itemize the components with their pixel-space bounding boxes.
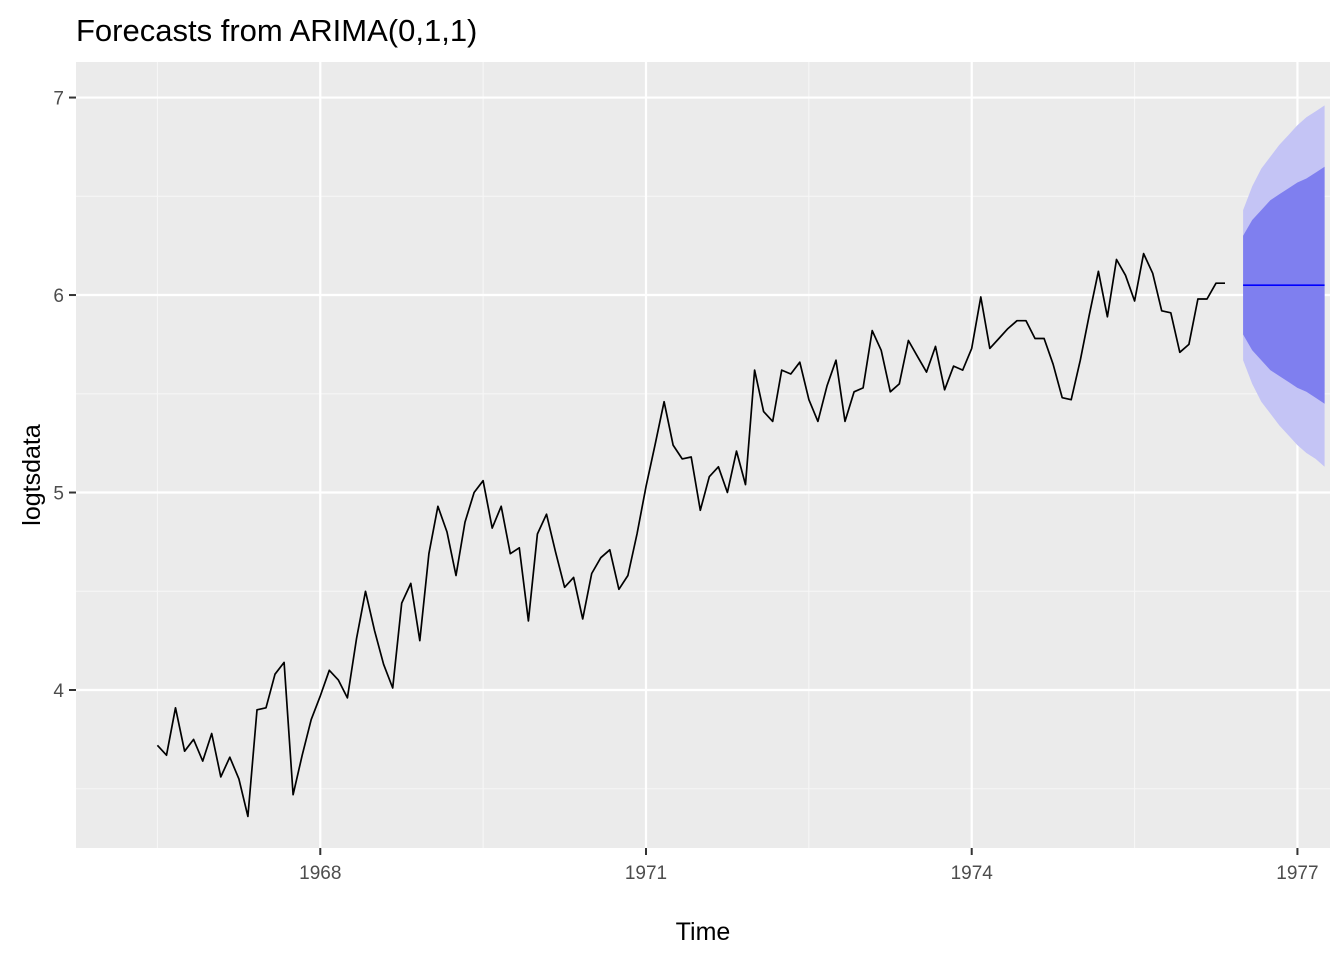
x-axis-title: Time bbox=[676, 918, 731, 946]
y-tick-label: 4 bbox=[53, 681, 64, 702]
axis-ticks bbox=[69, 96, 1299, 855]
y-axis-title: logtsdata bbox=[18, 424, 46, 526]
series-line bbox=[156, 252, 1225, 818]
y-tick-label: 7 bbox=[53, 89, 64, 110]
minor-gridlines bbox=[76, 62, 1330, 848]
chart-title: Forecasts from ARIMA(0,1,1) bbox=[76, 13, 477, 48]
plot-panel bbox=[76, 62, 1330, 848]
y-tick-label: 5 bbox=[53, 484, 64, 505]
data-lines bbox=[156, 252, 1325, 818]
x-tick-label: 1974 bbox=[951, 863, 994, 884]
x-tick-label: 1968 bbox=[299, 863, 341, 884]
y-tick-label: 6 bbox=[53, 286, 64, 307]
axis-tick-labels: 1968 1971 1974 1977 4 5 6 7 bbox=[53, 89, 1318, 884]
x-tick-label: 1971 bbox=[625, 863, 667, 884]
x-tick-label: 1977 bbox=[1276, 863, 1318, 884]
